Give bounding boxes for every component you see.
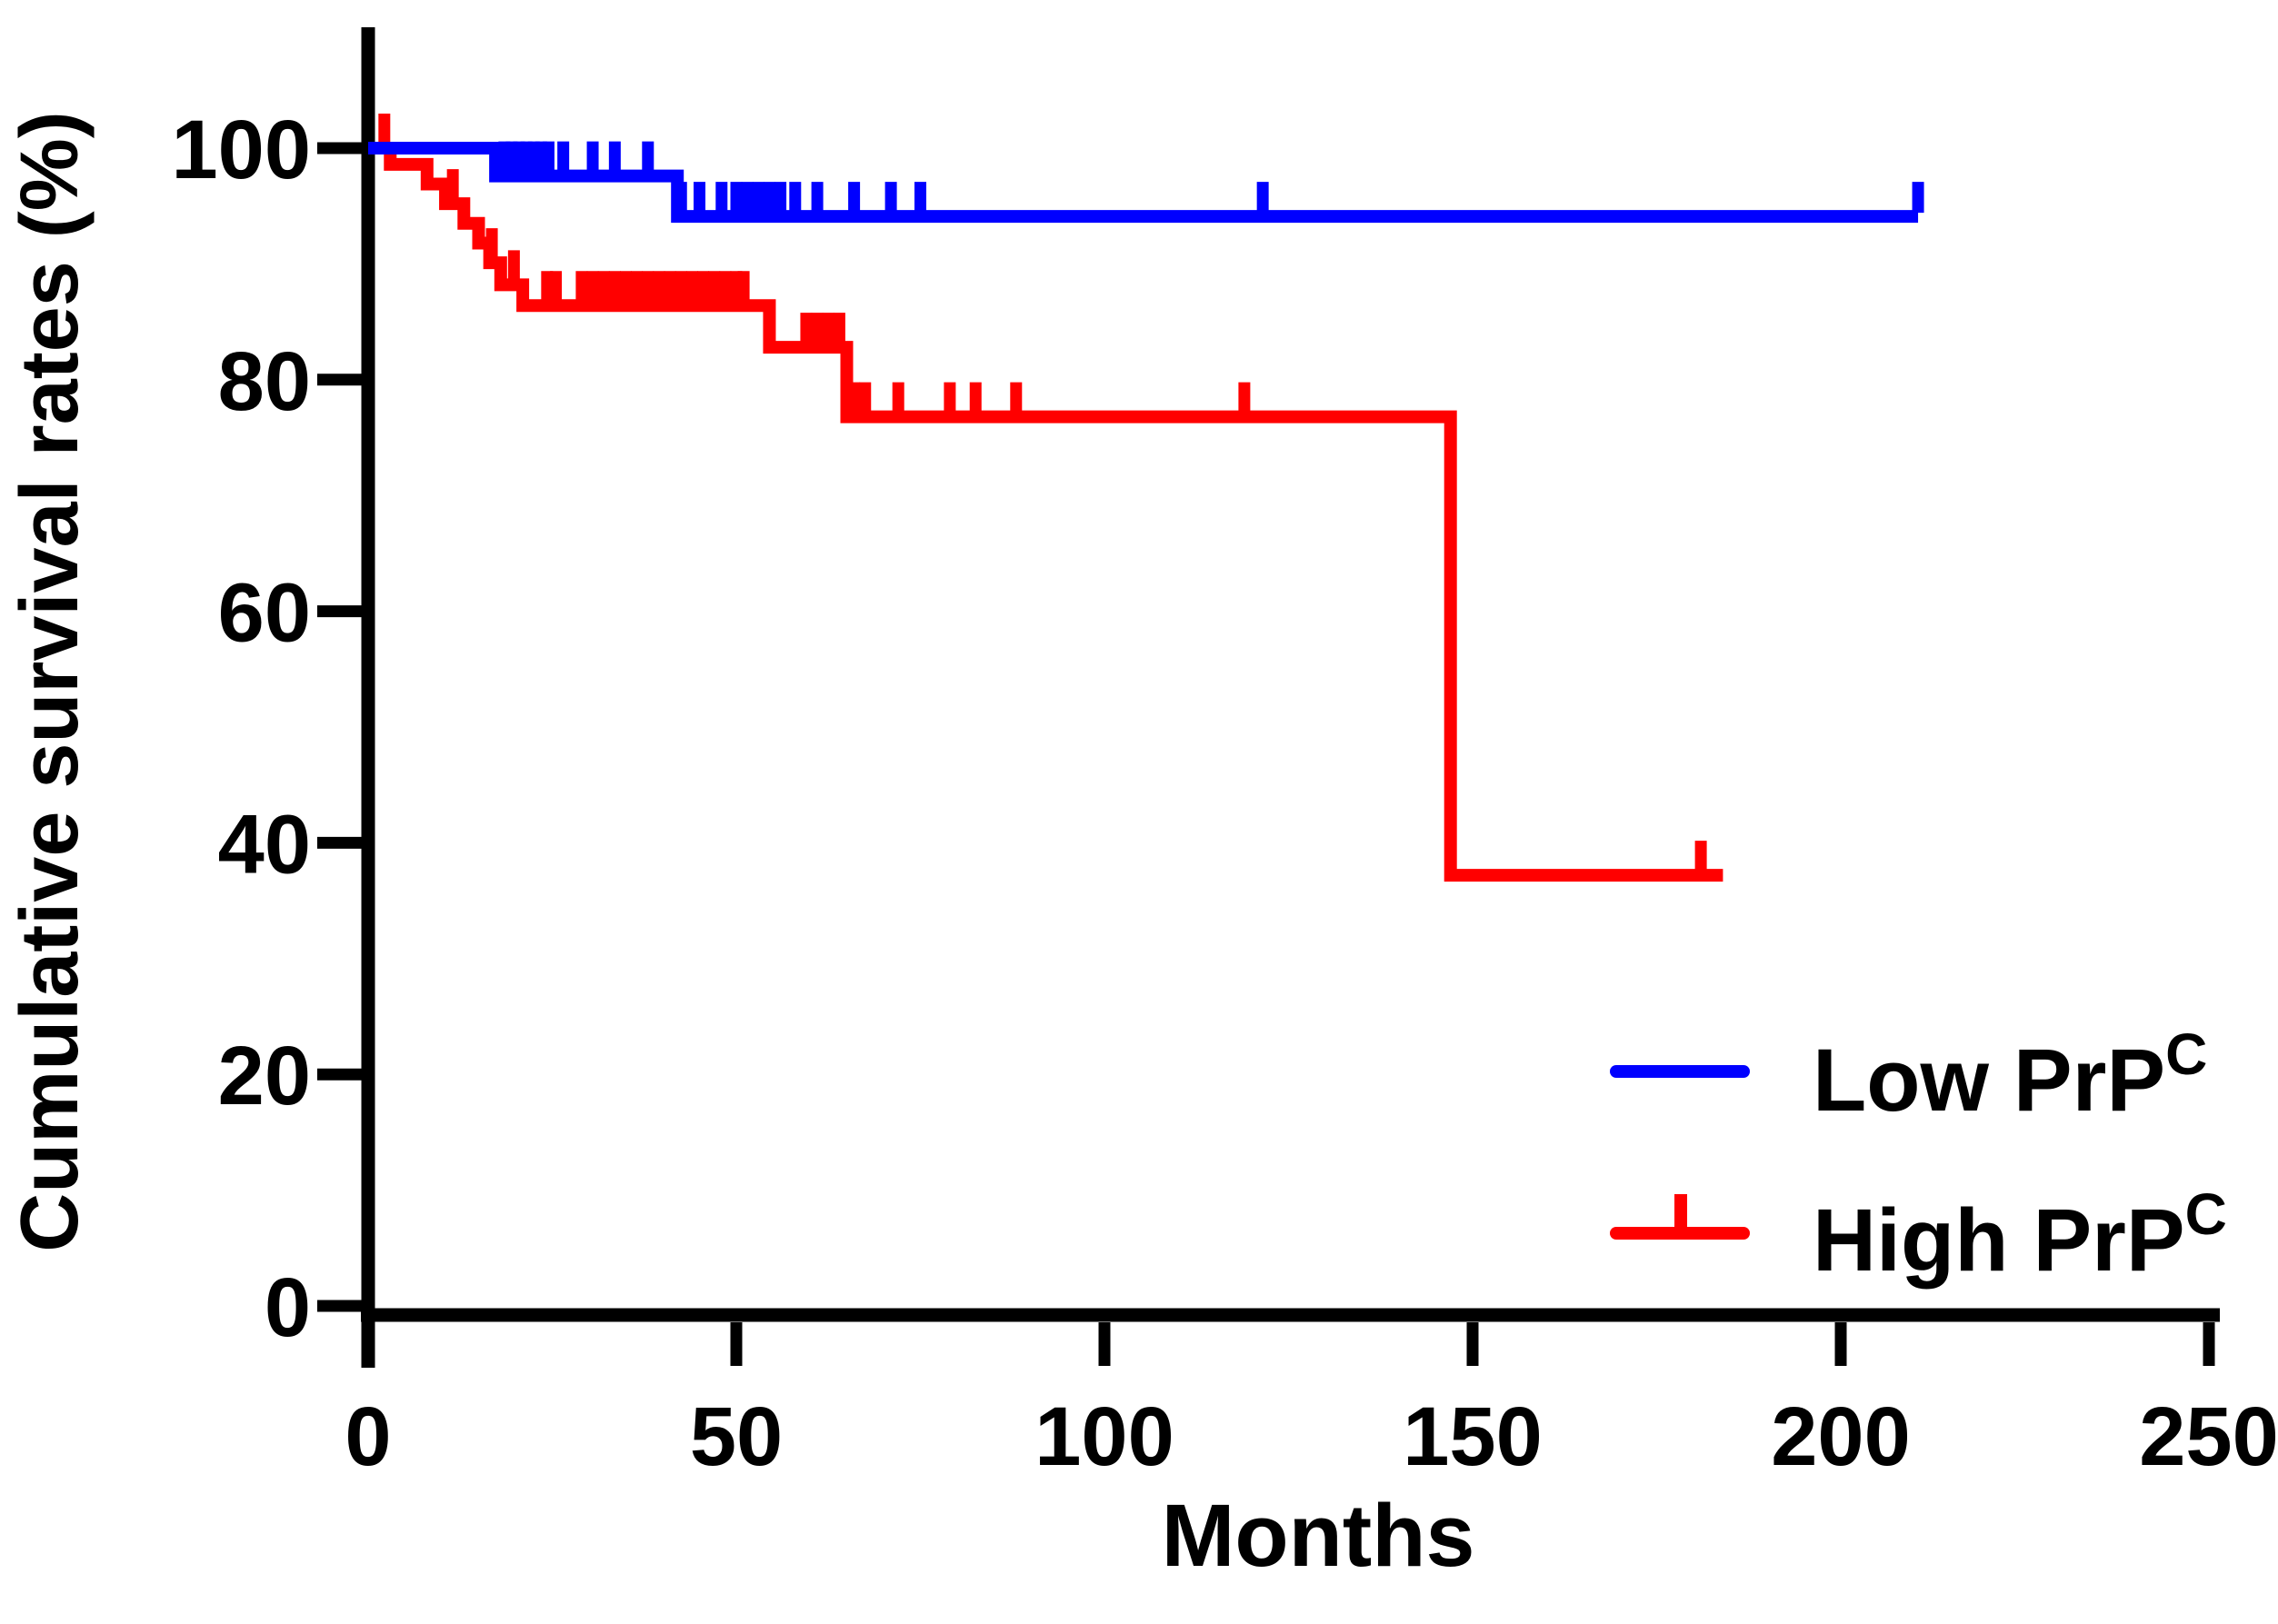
y-tick-label: 20	[218, 1030, 311, 1122]
y-tick-label: 0	[265, 1261, 311, 1354]
series-curve-low-prpc	[368, 142, 1919, 224]
x-tick-label: 0	[345, 1390, 391, 1483]
y-axis-title: Cumulative survival rates (%)	[5, 111, 95, 1251]
x-tick-label: 200	[1771, 1390, 1911, 1483]
legend-label-superscript: C	[2165, 1021, 2207, 1087]
legend-label-superscript: C	[2185, 1181, 2227, 1247]
x-tick-label: 100	[1034, 1390, 1174, 1483]
x-tick-label: 250	[2139, 1390, 2278, 1483]
legend-label-high-prp: High PrPC	[1813, 1181, 2227, 1290]
x-tick-label: 50	[690, 1390, 783, 1483]
y-tick-label: 100	[172, 104, 312, 196]
x-axis-title: Months	[1162, 1486, 1475, 1585]
legend-label-base: High PrP	[1813, 1191, 2185, 1290]
legend-label-base: Low PrP	[1813, 1031, 2165, 1130]
y-tick-label: 60	[218, 567, 311, 660]
y-tick-label: 40	[218, 798, 311, 891]
x-tick-label: 150	[1403, 1390, 1543, 1483]
legend-label-low-prp: Low PrPC	[1813, 1021, 2207, 1130]
y-tick-label: 80	[218, 335, 311, 428]
